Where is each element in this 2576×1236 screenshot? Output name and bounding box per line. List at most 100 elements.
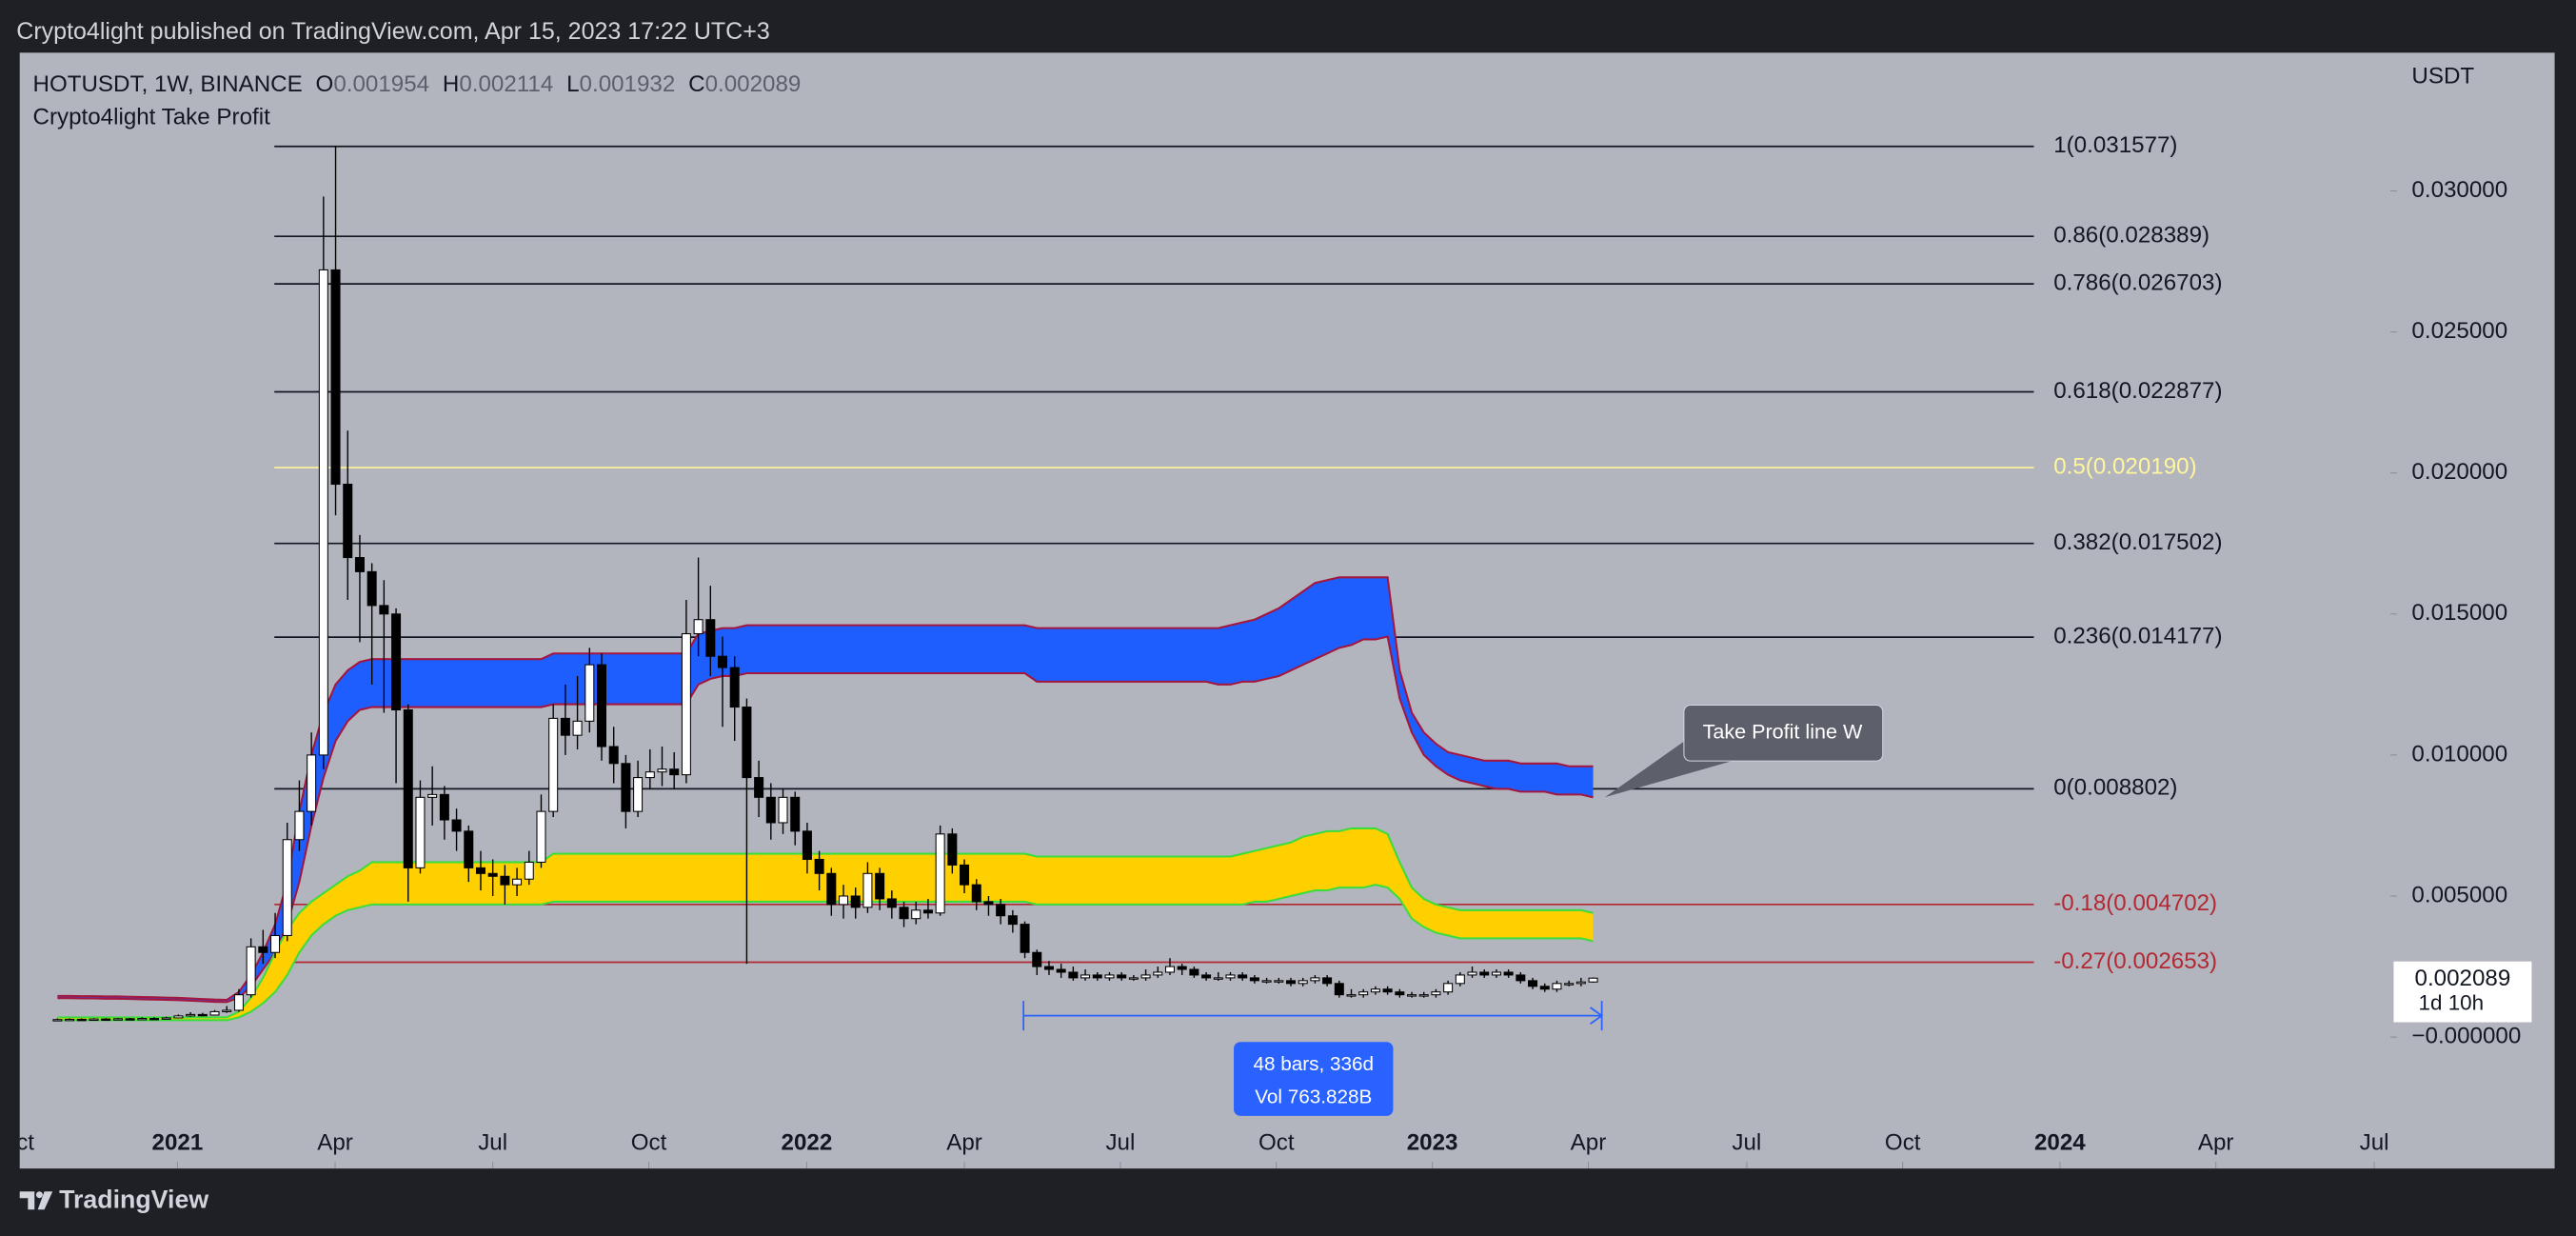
- last-price: 0.002089: [2415, 966, 2511, 991]
- candle-body: [765, 796, 776, 824]
- candle-body: [246, 946, 256, 996]
- candle-body: [65, 1018, 75, 1022]
- candle-body: [258, 946, 268, 953]
- ohlc-key: O: [316, 71, 334, 97]
- candle-body: [1032, 951, 1042, 967]
- candle-body: [778, 796, 788, 824]
- measure-arrow: [1590, 1007, 1604, 1025]
- y-tick-label: 0.015000: [2411, 600, 2507, 626]
- candle-body: [839, 895, 849, 906]
- candle-body: [886, 898, 897, 908]
- candle-body: [911, 909, 921, 920]
- candle-body: [52, 1019, 63, 1022]
- candle-body: [1201, 974, 1212, 979]
- candle-body: [802, 830, 812, 861]
- candle-body: [1043, 966, 1054, 970]
- candle-body: [451, 819, 462, 832]
- candle-body: [524, 861, 534, 880]
- candle-body: [922, 909, 933, 914]
- candle-body: [608, 746, 619, 765]
- ohlc-key: H: [443, 71, 459, 97]
- candle-body: [596, 664, 606, 748]
- candle-body: [464, 830, 474, 868]
- candle-body: [1261, 980, 1272, 983]
- candle-body: [186, 1013, 196, 1017]
- overlay: 0.030000 0.025000 0.020000 0.015000 0.010000…: [2053, 132, 2521, 1048]
- band-fill: [57, 827, 1594, 1021]
- measure-volume: Vol 763.828B: [1255, 1086, 1372, 1107]
- x-tick-label: Oct: [1885, 1130, 1921, 1156]
- candle-body: [343, 484, 353, 559]
- candle-body: [633, 777, 644, 812]
- candle-body: [149, 1018, 160, 1021]
- x-tick-label: Apr: [1571, 1130, 1607, 1156]
- x-tick-label: Jul: [478, 1130, 507, 1156]
- candle-body: [1370, 988, 1380, 993]
- fib-level-label: 0.236(0.014177): [2053, 624, 2222, 649]
- y-tick-label: 0.030000: [2411, 177, 2507, 203]
- candle-body: [512, 878, 523, 886]
- x-tick-label: Jul: [1105, 1130, 1135, 1156]
- candle-body: [1528, 980, 1538, 987]
- candle-body: [1298, 980, 1308, 985]
- band-lower-line: [57, 635, 1594, 1004]
- candle-body: [1117, 974, 1127, 979]
- candle-body: [270, 934, 281, 953]
- candle-body: [718, 655, 728, 668]
- candle-body: [1153, 971, 1163, 976]
- x-tick-label: 2021: [152, 1130, 204, 1156]
- candle-body: [826, 872, 837, 906]
- candle-body: [1225, 974, 1236, 979]
- candle-body: [427, 793, 438, 798]
- candle-body: [1310, 977, 1320, 982]
- candle-body: [1249, 977, 1259, 982]
- candle-body: [754, 777, 764, 798]
- candle-body: [1407, 994, 1417, 997]
- callout-text: Take Profit line W: [1703, 720, 1863, 744]
- candle-body: [705, 619, 716, 657]
- candle-body: [197, 1013, 208, 1017]
- candle-body: [391, 613, 402, 711]
- x-tick-label: 2022: [782, 1130, 833, 1156]
- ohlc-key: C: [688, 71, 704, 97]
- candle-body: [875, 872, 885, 900]
- measure-box: [1234, 1042, 1394, 1116]
- x-tick-label: Apr: [946, 1130, 982, 1156]
- candle-body: [487, 872, 498, 877]
- candle-body: [1285, 980, 1297, 985]
- candle-body: [89, 1018, 99, 1022]
- symbol-header: HOTUSDT, 1W, BINANCE O0.001954 H0.002114 L0…: [33, 71, 802, 97]
- candle-body: [1213, 977, 1223, 980]
- candle-body: [330, 269, 341, 486]
- candle-body: [101, 1018, 111, 1022]
- candle-body: [1020, 924, 1030, 953]
- candle-body: [1418, 994, 1429, 997]
- candle-body: [1238, 974, 1248, 979]
- y-tick-label: 0.020000: [2411, 459, 2507, 485]
- candle-body: [669, 768, 680, 776]
- candle-body: [1479, 971, 1490, 976]
- ohlc-value: 0.002089: [705, 71, 802, 97]
- candle-body: [548, 717, 559, 812]
- fib-level-label: 0(0.008802): [2053, 775, 2177, 801]
- x-tick-label: Jul: [1732, 1130, 1761, 1156]
- candle-body: [996, 904, 1006, 917]
- candle-body: [814, 858, 824, 874]
- candle-body: [173, 1015, 184, 1019]
- fib-level-label: -0.18(0.004702): [2053, 890, 2217, 916]
- plot: [52, 145, 2034, 1022]
- ohlc-value: 0.001932: [580, 71, 676, 97]
- candle-body: [1467, 971, 1477, 976]
- candle-body: [137, 1018, 148, 1021]
- candle-body: [209, 1010, 220, 1016]
- symbol: HOTUSDT, 1W, BINANCE: [33, 71, 303, 97]
- y-tick-label: 0.010000: [2411, 741, 2507, 767]
- candle-body: [112, 1018, 123, 1021]
- candle-body: [1322, 977, 1333, 985]
- ohlc-value: 0.001954: [333, 71, 429, 97]
- x-tick-label: Apr: [317, 1130, 353, 1156]
- candle-body: [1056, 968, 1066, 973]
- candle-body: [983, 901, 994, 906]
